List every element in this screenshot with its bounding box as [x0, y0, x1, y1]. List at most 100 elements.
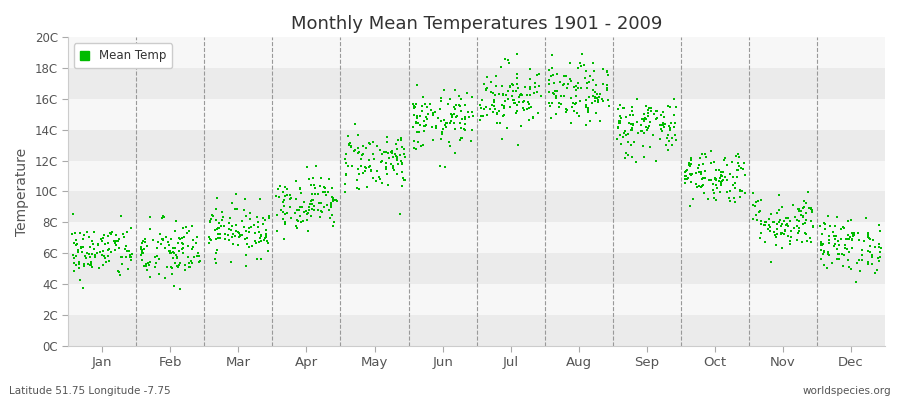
Point: [296, 209, 310, 216]
Point: [841, 257, 855, 264]
Point: [182, 264, 196, 270]
Point: [120, 229, 134, 236]
Point: [799, 210, 814, 217]
Point: [684, 179, 698, 185]
Point: [224, 259, 238, 265]
Point: [509, 88, 524, 94]
Point: [138, 246, 152, 252]
Point: [84, 262, 98, 268]
Point: [211, 235, 225, 241]
Point: [731, 167, 745, 173]
Point: [572, 97, 587, 104]
Point: [701, 177, 716, 183]
Point: [522, 105, 536, 111]
Point: [367, 156, 382, 163]
Point: [550, 88, 564, 94]
Point: [381, 150, 395, 156]
Point: [497, 104, 511, 111]
Point: [508, 88, 523, 94]
Point: [325, 194, 339, 201]
Point: [410, 100, 424, 107]
Point: [689, 181, 704, 188]
Point: [82, 251, 96, 257]
Point: [549, 111, 563, 118]
Point: [517, 107, 531, 114]
Point: [772, 219, 787, 225]
Point: [861, 235, 876, 241]
Point: [105, 229, 120, 236]
Point: [96, 232, 111, 238]
Point: [421, 110, 436, 117]
Point: [586, 60, 600, 67]
Point: [789, 217, 804, 224]
Point: [427, 112, 441, 119]
Point: [861, 248, 876, 254]
Point: [391, 155, 405, 161]
Point: [491, 108, 506, 114]
Point: [460, 90, 474, 96]
Point: [320, 202, 335, 208]
Point: [242, 216, 256, 222]
Point: [389, 141, 403, 147]
Point: [792, 218, 806, 224]
Point: [338, 180, 353, 187]
Point: [140, 267, 155, 273]
Point: [798, 216, 813, 223]
Point: [82, 262, 96, 268]
Point: [313, 183, 328, 189]
Point: [738, 171, 752, 178]
Point: [790, 223, 805, 229]
Point: [686, 196, 700, 202]
Point: [554, 92, 568, 99]
Point: [225, 234, 239, 240]
Point: [73, 276, 87, 283]
Point: [355, 156, 369, 162]
Point: [289, 178, 303, 184]
Point: [752, 208, 766, 215]
Point: [865, 254, 879, 260]
Point: [270, 228, 284, 234]
Point: [774, 231, 788, 237]
Point: [770, 231, 785, 238]
Point: [726, 195, 741, 201]
Point: [507, 100, 521, 106]
Point: [75, 248, 89, 255]
Point: [87, 229, 102, 235]
Point: [708, 174, 723, 181]
Point: [474, 104, 489, 111]
Point: [473, 116, 488, 123]
Point: [176, 225, 191, 231]
Point: [531, 110, 545, 117]
Point: [446, 104, 461, 110]
Point: [649, 158, 663, 164]
Point: [862, 243, 877, 250]
Point: [346, 148, 361, 154]
Point: [296, 199, 310, 205]
Point: [599, 85, 614, 92]
Point: [706, 190, 721, 196]
Point: [642, 123, 656, 130]
Point: [559, 72, 573, 79]
Point: [134, 246, 148, 252]
Point: [166, 283, 181, 290]
Point: [156, 237, 170, 243]
Point: [822, 240, 836, 246]
Point: [108, 246, 122, 253]
Point: [83, 254, 97, 260]
Point: [770, 242, 784, 248]
Point: [869, 267, 884, 273]
Point: [171, 235, 185, 242]
Point: [489, 73, 503, 79]
Point: [203, 219, 218, 226]
Point: [715, 173, 729, 180]
Point: [112, 268, 126, 275]
Point: [418, 123, 432, 129]
Point: [352, 170, 366, 177]
Point: [74, 244, 88, 250]
Point: [172, 260, 186, 266]
Point: [490, 110, 504, 116]
Point: [374, 157, 389, 164]
Point: [814, 256, 828, 262]
Point: [351, 150, 365, 156]
Point: [592, 91, 607, 97]
